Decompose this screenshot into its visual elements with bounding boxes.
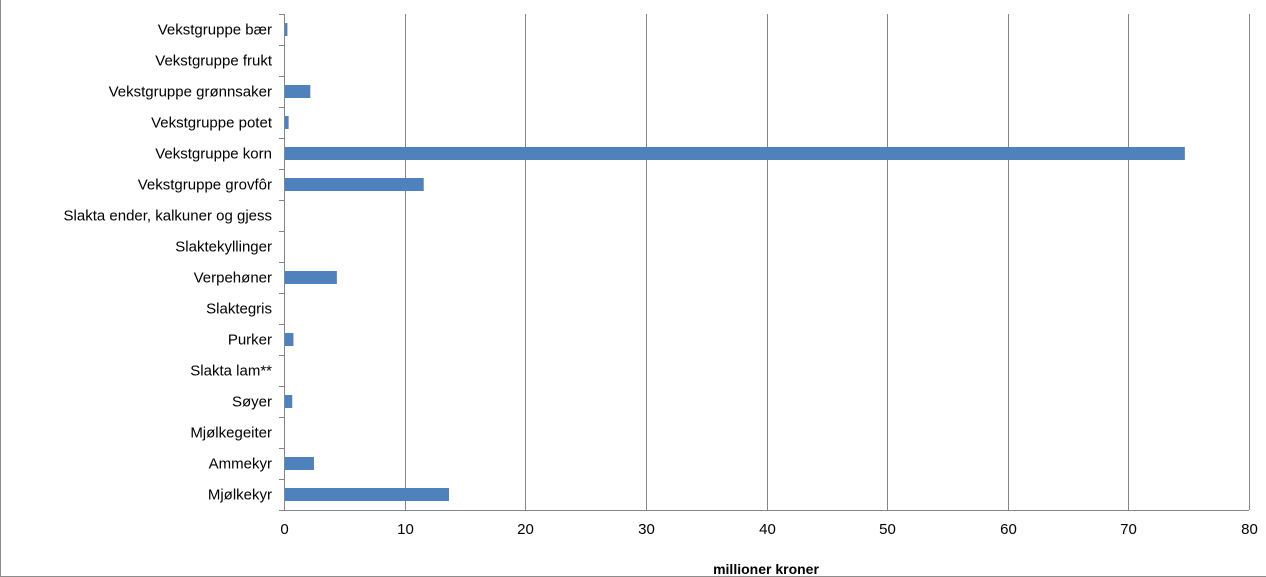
category-label: Slakta ender, kalkuner og gjess [64, 208, 272, 225]
bar [285, 395, 293, 408]
x-tick-label-80: 80 [1241, 521, 1258, 538]
category-label: Mjølkegeiter [190, 425, 272, 442]
bar [285, 116, 289, 129]
category-label: Purker [228, 332, 272, 349]
bar [285, 23, 288, 36]
category-label: Slaktekyllinger [175, 239, 272, 256]
category-label: Vekstgruppe grovfôr [138, 177, 272, 194]
category-label: Mjølkekyr [208, 487, 272, 504]
bar [285, 147, 1185, 160]
axes [279, 14, 1249, 511]
category-label: Vekstgruppe potet [151, 115, 273, 132]
x-tick-label-50: 50 [879, 521, 896, 538]
category-label: Søyer [232, 394, 272, 411]
x-tick-label-70: 70 [1120, 521, 1137, 538]
bar [285, 85, 311, 98]
category-label: Vekstgruppe grønnsaker [109, 84, 272, 101]
x-tick-label-10: 10 [397, 521, 414, 538]
bar [285, 333, 294, 346]
category-label: Ammekyr [209, 456, 272, 473]
labels: 0 10 20 30 40 50 60 70 80 Vekstgruppe bær Vekstgru… [64, 22, 1258, 539]
category-label: Slaktegris [206, 301, 272, 318]
bars [285, 23, 1185, 501]
category-label: Vekstgruppe korn [155, 146, 272, 163]
x-tick-label-20: 20 [517, 521, 534, 538]
x-tick-label-60: 60 [1000, 521, 1017, 538]
category-label: Slakta lam** [190, 363, 272, 380]
category-label: Vekstgruppe bær [158, 22, 272, 39]
gridlines [405, 14, 1250, 510]
category-label: Vekstgruppe frukt [155, 53, 273, 70]
bar [285, 488, 450, 501]
bar [285, 271, 337, 284]
bar [285, 178, 424, 191]
x-tick-label-30: 30 [638, 521, 655, 538]
x-tick-label-40: 40 [759, 521, 776, 538]
category-label: Verpehøner [194, 270, 272, 287]
x-axis-title: millioner kroner [713, 561, 819, 577]
x-tick-label-0: 0 [280, 521, 288, 538]
bar [285, 457, 314, 470]
